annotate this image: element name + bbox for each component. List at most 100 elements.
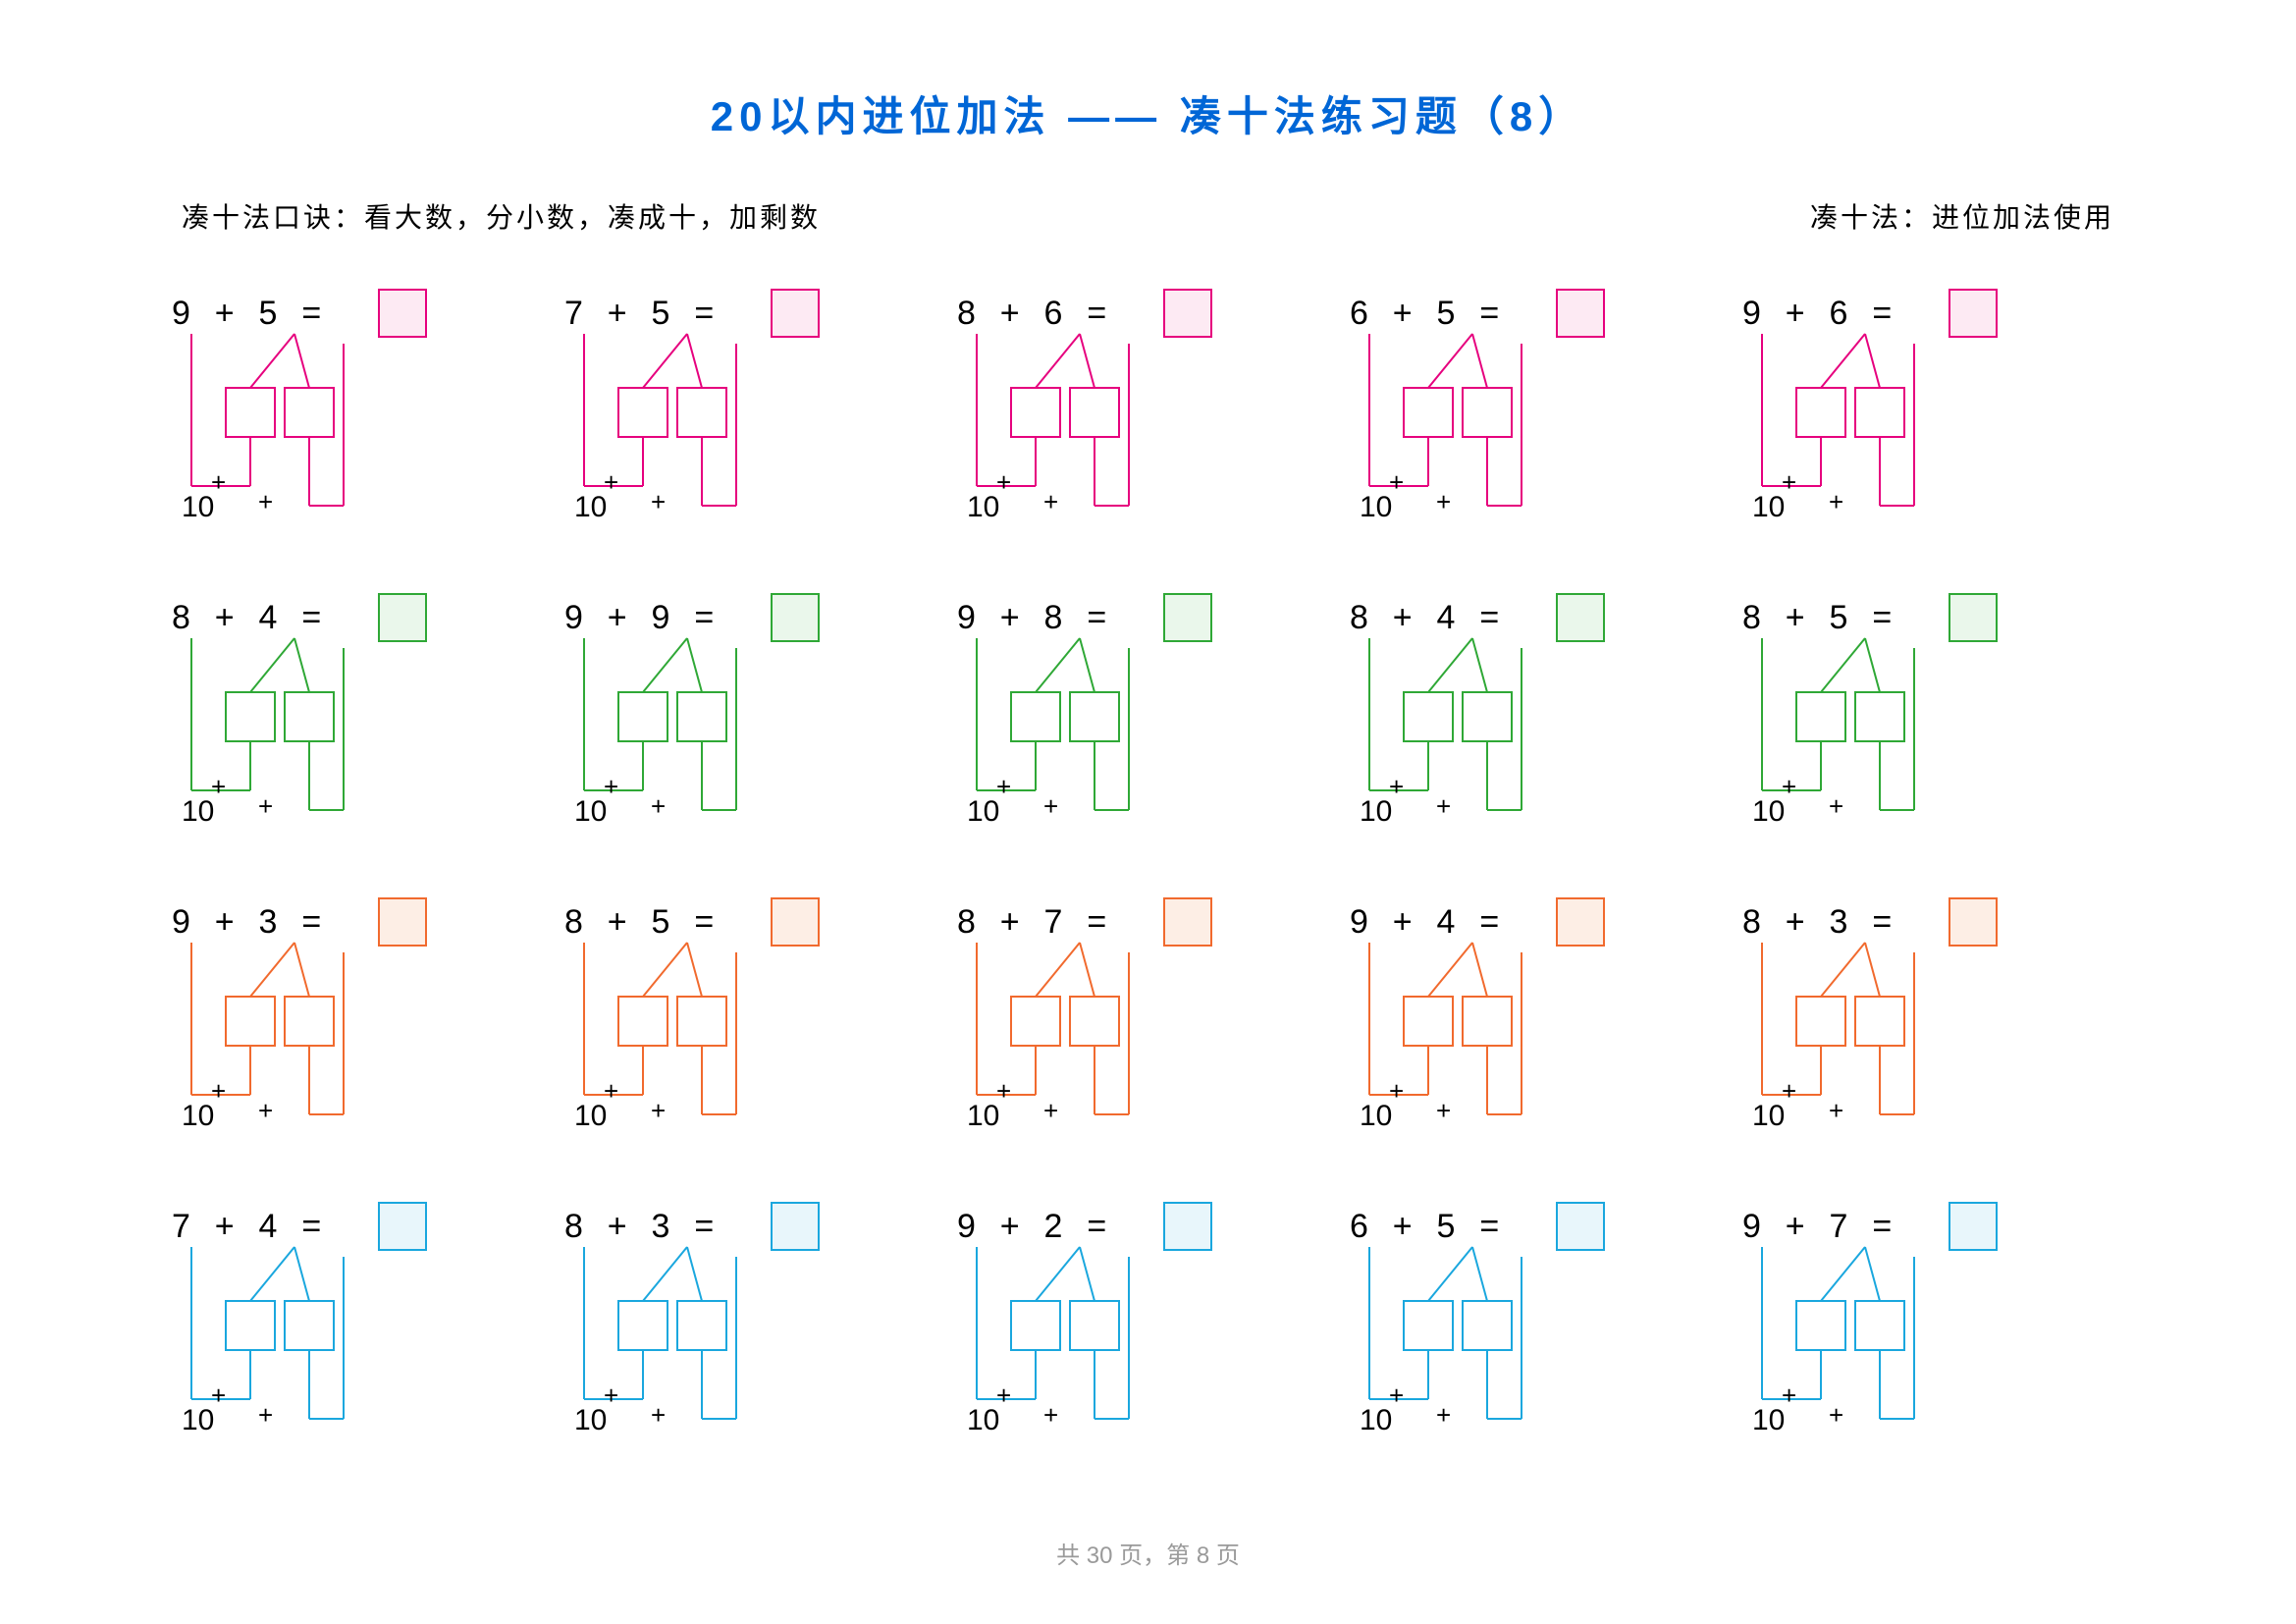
- plus-icon: +: [651, 1096, 666, 1126]
- plus-icon: +: [1782, 1076, 1796, 1107]
- problem-cell: 8 + 7 =10++: [957, 903, 1330, 1178]
- plus-icon: +: [1829, 791, 1843, 822]
- ten-label: 10: [1752, 491, 1785, 524]
- ten-label: 10: [182, 1100, 214, 1133]
- problem-cell: 9 + 3 =10++: [172, 903, 545, 1178]
- problem-cell: 9 + 5 =10++: [172, 295, 545, 569]
- ten-label: 10: [1752, 1404, 1785, 1437]
- problem-cell: 7 + 5 =10++: [564, 295, 937, 569]
- plus-icon: +: [1043, 1400, 1058, 1431]
- problem-cell: 9 + 4 =10++: [1350, 903, 1723, 1178]
- plus-icon: +: [604, 1076, 618, 1107]
- split-diagram: [1742, 903, 2037, 1159]
- ten-label: 10: [967, 491, 999, 524]
- mnemonic-right: 凑十法：进位加法使用: [1810, 196, 2114, 236]
- plus-icon: +: [1829, 1400, 1843, 1431]
- plus-icon: +: [211, 1076, 226, 1107]
- plus-icon: +: [1043, 791, 1058, 822]
- plus-icon: +: [211, 467, 226, 498]
- ten-label: 10: [182, 795, 214, 829]
- problem-grid: 9 + 5 =10++7 + 5 =10++8 + 6 =10++6 + 5 =…: [172, 295, 2135, 1502]
- problem-cell: 6 + 5 =10++: [1350, 1208, 1723, 1483]
- split-diagram: [172, 295, 466, 550]
- split-diagram: [957, 599, 1252, 854]
- problem-cell: 7 + 4 =10++: [172, 1208, 545, 1483]
- split-diagram: [957, 295, 1252, 550]
- plus-icon: +: [1436, 791, 1451, 822]
- problem-cell: 8 + 3 =10++: [1742, 903, 2115, 1178]
- problem-cell: 8 + 5 =10++: [564, 903, 937, 1178]
- problem-cell: 9 + 6 =10++: [1742, 295, 2115, 569]
- plus-icon: +: [258, 791, 273, 822]
- plus-icon: +: [651, 487, 666, 517]
- plus-icon: +: [996, 772, 1011, 802]
- worksheet-page: 20以内进位加法 —— 凑十法练习题（8） 凑十法口诀：看大数，分小数，凑成十，…: [0, 0, 2296, 1624]
- plus-icon: +: [1436, 1096, 1451, 1126]
- plus-icon: +: [1829, 1096, 1843, 1126]
- ten-label: 10: [967, 795, 999, 829]
- problem-cell: 9 + 7 =10++: [1742, 1208, 2115, 1483]
- split-diagram: [1350, 599, 1644, 854]
- plus-icon: +: [604, 467, 618, 498]
- split-diagram: [1742, 1208, 2037, 1463]
- split-diagram: [1350, 903, 1644, 1159]
- plus-icon: +: [1389, 1380, 1404, 1411]
- plus-icon: +: [1782, 772, 1796, 802]
- plus-icon: +: [651, 1400, 666, 1431]
- plus-icon: +: [996, 1380, 1011, 1411]
- split-diagram: [564, 1208, 859, 1463]
- split-diagram: [172, 903, 466, 1159]
- plus-icon: +: [1782, 467, 1796, 498]
- split-diagram: [564, 903, 859, 1159]
- plus-icon: +: [1829, 487, 1843, 517]
- ten-label: 10: [574, 1100, 607, 1133]
- plus-icon: +: [258, 1400, 273, 1431]
- plus-icon: +: [1436, 487, 1451, 517]
- ten-label: 10: [1360, 491, 1392, 524]
- problem-cell: 9 + 9 =10++: [564, 599, 937, 874]
- ten-label: 10: [1752, 1100, 1785, 1133]
- plus-icon: +: [1389, 772, 1404, 802]
- problem-cell: 8 + 6 =10++: [957, 295, 1330, 569]
- plus-icon: +: [1389, 467, 1404, 498]
- problem-cell: 8 + 3 =10++: [564, 1208, 937, 1483]
- ten-label: 10: [1360, 795, 1392, 829]
- problem-cell: 9 + 8 =10++: [957, 599, 1330, 874]
- split-diagram: [1742, 599, 2037, 854]
- ten-label: 10: [1752, 795, 1785, 829]
- split-diagram: [1350, 295, 1644, 550]
- plus-icon: +: [258, 487, 273, 517]
- ten-label: 10: [574, 491, 607, 524]
- split-diagram: [1742, 295, 2037, 550]
- split-diagram: [172, 599, 466, 854]
- split-diagram: [564, 599, 859, 854]
- problem-cell: 8 + 5 =10++: [1742, 599, 2115, 874]
- plus-icon: +: [996, 1076, 1011, 1107]
- split-diagram: [172, 1208, 466, 1463]
- plus-icon: +: [211, 1380, 226, 1411]
- problem-cell: 8 + 4 =10++: [1350, 599, 1723, 874]
- problem-cell: 9 + 2 =10++: [957, 1208, 1330, 1483]
- plus-icon: +: [258, 1096, 273, 1126]
- plus-icon: +: [1436, 1400, 1451, 1431]
- problem-cell: 6 + 5 =10++: [1350, 295, 1723, 569]
- plus-icon: +: [651, 791, 666, 822]
- ten-label: 10: [182, 1404, 214, 1437]
- ten-label: 10: [182, 491, 214, 524]
- split-diagram: [957, 1208, 1252, 1463]
- problem-cell: 8 + 4 =10++: [172, 599, 545, 874]
- plus-icon: +: [1782, 1380, 1796, 1411]
- split-diagram: [1350, 1208, 1644, 1463]
- split-diagram: [564, 295, 859, 550]
- page-footer: 共 30 页，第 8 页: [0, 1536, 2296, 1570]
- plus-icon: +: [1043, 1096, 1058, 1126]
- plus-icon: +: [996, 467, 1011, 498]
- split-diagram: [957, 903, 1252, 1159]
- ten-label: 10: [967, 1100, 999, 1133]
- ten-label: 10: [967, 1404, 999, 1437]
- plus-icon: +: [604, 772, 618, 802]
- ten-label: 10: [574, 1404, 607, 1437]
- mnemonic-left: 凑十法口诀：看大数，分小数，凑成十，加剩数: [182, 196, 821, 236]
- page-title: 20以内进位加法 —— 凑十法练习题（8）: [0, 83, 2296, 143]
- plus-icon: +: [1389, 1076, 1404, 1107]
